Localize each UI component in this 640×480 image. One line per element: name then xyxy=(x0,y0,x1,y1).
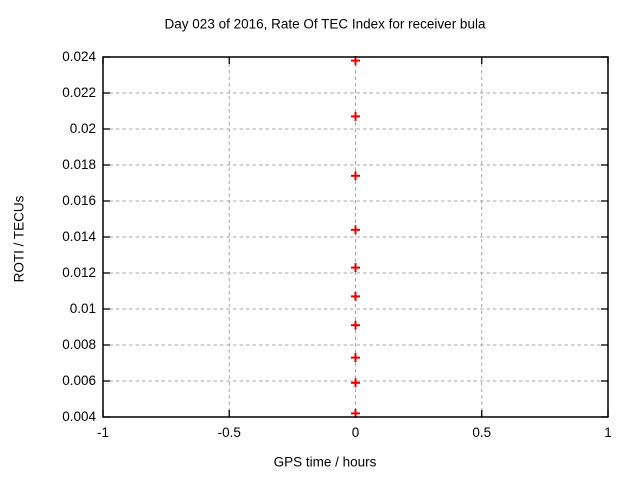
plot-border xyxy=(102,56,609,418)
x-tick-label: -1 xyxy=(96,425,109,440)
chart-title: Day 023 of 2016, Rate Of TEC Index for r… xyxy=(164,16,486,32)
grid xyxy=(103,57,608,417)
y-tick-label: 0.022 xyxy=(62,85,96,100)
x-tick-label: 0.5 xyxy=(472,425,492,440)
y-tick-label: 0.02 xyxy=(69,121,96,136)
y-tick-label: 0.024 xyxy=(62,49,96,64)
x-tick-label: 1 xyxy=(604,425,612,440)
x-axis-label: GPS time / hours xyxy=(273,454,377,470)
y-tick-label: 0.004 xyxy=(62,409,96,424)
y-tick-label: 0.016 xyxy=(62,193,96,208)
y-tick-label: 0.006 xyxy=(62,373,96,388)
y-tick-label: 0.01 xyxy=(69,301,96,316)
y-tick-label: 0.008 xyxy=(62,337,96,352)
y-tick-label: 0.014 xyxy=(62,229,96,244)
data-points xyxy=(351,56,360,418)
x-tick-label: 0 xyxy=(351,425,360,440)
x-tick-label: -0.5 xyxy=(217,425,241,440)
y-tick-label: 0.012 xyxy=(62,265,96,280)
y-tick-label: 0.018 xyxy=(62,157,96,172)
